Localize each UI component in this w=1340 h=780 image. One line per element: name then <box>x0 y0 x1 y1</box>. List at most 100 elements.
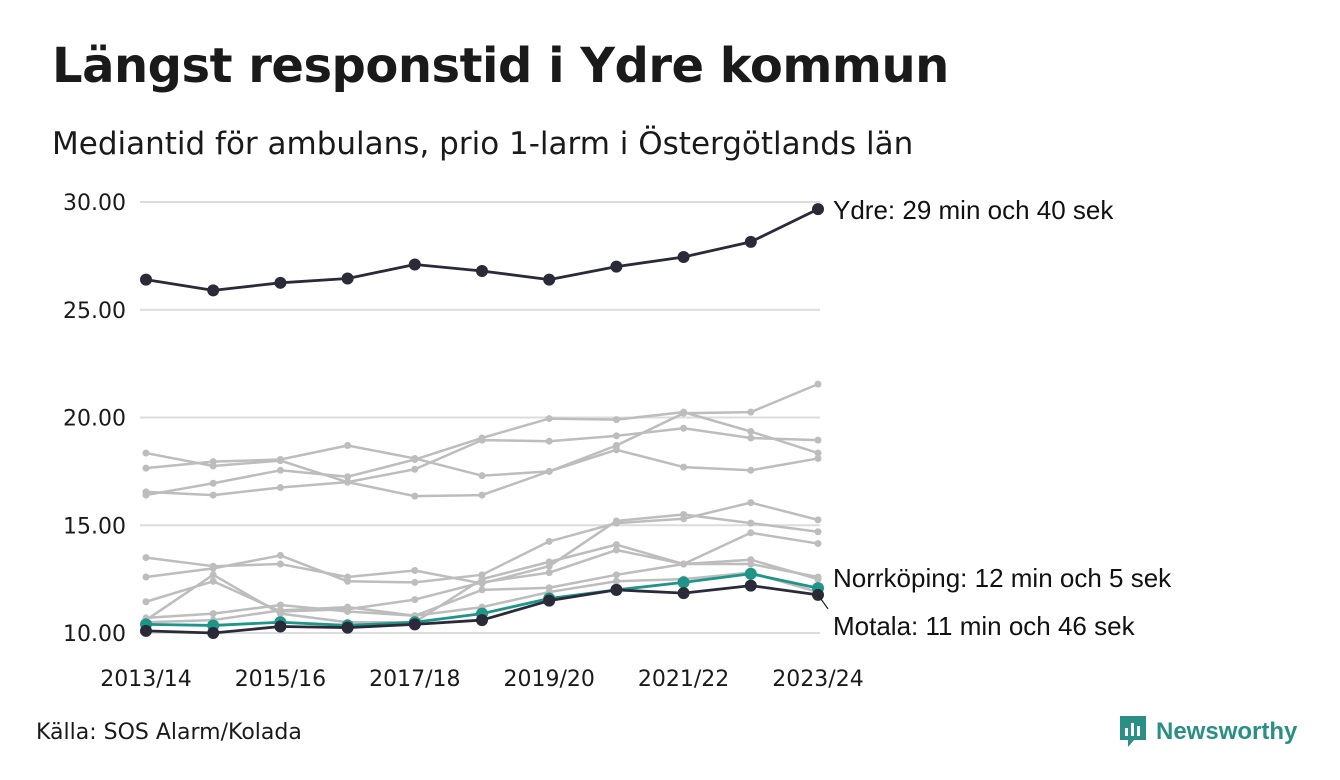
series-8-point <box>680 515 688 523</box>
series-12-point <box>276 606 284 614</box>
norrkoping-label: Norrköping: 12 min och 5 sek <box>833 563 1172 593</box>
x-tick-label: 2023/24 <box>772 667 863 692</box>
series-10-point <box>612 541 620 549</box>
series-5-point <box>545 437 553 445</box>
motala-label: Motala: 11 min och 46 sek <box>833 611 1136 641</box>
series-8-point <box>612 519 620 527</box>
series-4-point <box>747 408 755 416</box>
series-norrköping-point <box>677 576 690 589</box>
series-ydre <box>140 203 824 297</box>
series-5-point <box>612 432 620 440</box>
series-8 <box>142 499 822 586</box>
series-6-point <box>545 467 553 475</box>
series-6-point <box>209 491 217 499</box>
series-5-point <box>814 436 822 444</box>
series-ydre-point <box>408 258 421 271</box>
series-3-point <box>612 416 620 424</box>
series-9-point <box>545 569 553 577</box>
series-ydre-point <box>140 273 152 286</box>
series-ydre-point <box>476 264 488 277</box>
brand-name: Newsworthy <box>1156 718 1298 745</box>
series-6-point <box>814 454 822 462</box>
series-5-point <box>478 436 486 444</box>
series-8-point <box>276 551 284 559</box>
series-7-point <box>411 567 419 575</box>
series-5-point <box>209 462 217 470</box>
series-6-point <box>478 491 486 499</box>
series-ydre-point <box>677 250 690 263</box>
series-11-point <box>612 571 620 579</box>
series-9-point <box>209 577 217 585</box>
series-8-point <box>209 564 217 572</box>
series-3-line <box>145 410 819 497</box>
source-note: Källa: SOS Alarm/Kolada <box>36 720 302 745</box>
series-8-point <box>411 578 419 586</box>
x-tick-label: 2015/16 <box>235 667 326 692</box>
y-tick-label: 20.00 <box>63 407 126 432</box>
series-6-point <box>747 466 755 474</box>
series-8-point <box>545 537 553 545</box>
motala-leader-line <box>817 594 829 610</box>
series-6-point <box>680 463 688 471</box>
series-7-point <box>142 554 150 562</box>
series-9-point <box>411 596 419 604</box>
series-6-point <box>612 446 620 454</box>
series-3-point <box>209 479 217 487</box>
series-4-point <box>680 409 688 417</box>
series-3-point <box>545 415 553 423</box>
series-3-point <box>344 473 352 481</box>
series-5-point <box>411 465 419 473</box>
series-10-point <box>209 571 217 579</box>
series-motala-point <box>140 624 152 637</box>
series-6-point <box>276 484 284 492</box>
series-11-point <box>814 573 822 581</box>
series-9-point <box>142 598 150 606</box>
series-motala-point <box>744 579 757 592</box>
y-tick-label: 25.00 <box>63 299 126 324</box>
series-motala-point <box>476 614 488 627</box>
series-ydre-point <box>744 235 757 248</box>
series-ydre-point <box>543 273 556 286</box>
series-motala-point <box>543 594 556 607</box>
series-4 <box>142 380 822 480</box>
series-4-point <box>142 464 150 472</box>
series-8-point <box>814 516 822 524</box>
series-12-point <box>344 603 352 611</box>
series-3-point <box>814 449 822 457</box>
annotations: Ydre: 29 min och 40 sek Norrköping: 12 mi… <box>817 195 1172 641</box>
series-6-point <box>344 478 352 486</box>
series-11-point <box>209 610 217 618</box>
series-8-point <box>344 577 352 585</box>
chart-title: Längst responstid i Ydre kommun <box>52 38 949 94</box>
series-12-point <box>612 577 620 585</box>
series-10-point <box>478 575 486 583</box>
series-10-point <box>545 558 553 566</box>
x-axis: 2013/14 2015/16 2017/18 2019/20 2021/22 2023/… <box>100 667 863 692</box>
series-5-point <box>680 424 688 432</box>
series-4-point <box>411 454 419 462</box>
series-5-point <box>142 449 150 457</box>
series-11-point <box>276 601 284 609</box>
series-4-point <box>344 442 352 450</box>
series-motala-point <box>207 627 220 639</box>
series-motala-point <box>610 583 623 596</box>
series-ydre-point <box>341 272 354 285</box>
series-norrköping-point <box>744 567 757 580</box>
series-motala-point <box>677 587 690 600</box>
series-ydre-line <box>145 207 819 292</box>
brand-logo: Newsworthy <box>1118 714 1297 750</box>
y-tick-label: 15.00 <box>63 514 126 539</box>
series-4-point <box>478 472 486 480</box>
series-4-point <box>814 380 822 388</box>
series-motala-point <box>341 621 354 634</box>
chart-subtitle: Mediantid för ambulans, prio 1-larm i Ös… <box>52 126 914 162</box>
x-tick-label: 2013/14 <box>100 667 191 692</box>
series-3-point <box>747 428 755 436</box>
series-9-point <box>814 540 822 548</box>
series-9-point <box>747 529 755 537</box>
series-5-point <box>276 457 284 465</box>
series-7-point <box>276 560 284 568</box>
series-motala <box>140 579 824 639</box>
series-7-point <box>747 519 755 527</box>
